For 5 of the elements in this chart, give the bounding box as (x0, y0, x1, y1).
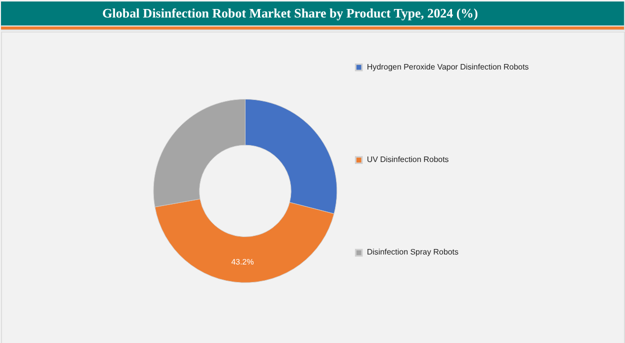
legend-label: Hydrogen Peroxide Vapor Disinfection Robots (366, 62, 529, 72)
legend-label: Disinfection Spray Robots (366, 248, 459, 257)
chart-title: Global Disinfection Robot Market Share by Product Type, 2024 (%) (102, 6, 478, 20)
data-label: 43.2% (231, 258, 254, 267)
legend-label: UV Disinfection Robots (366, 155, 449, 164)
